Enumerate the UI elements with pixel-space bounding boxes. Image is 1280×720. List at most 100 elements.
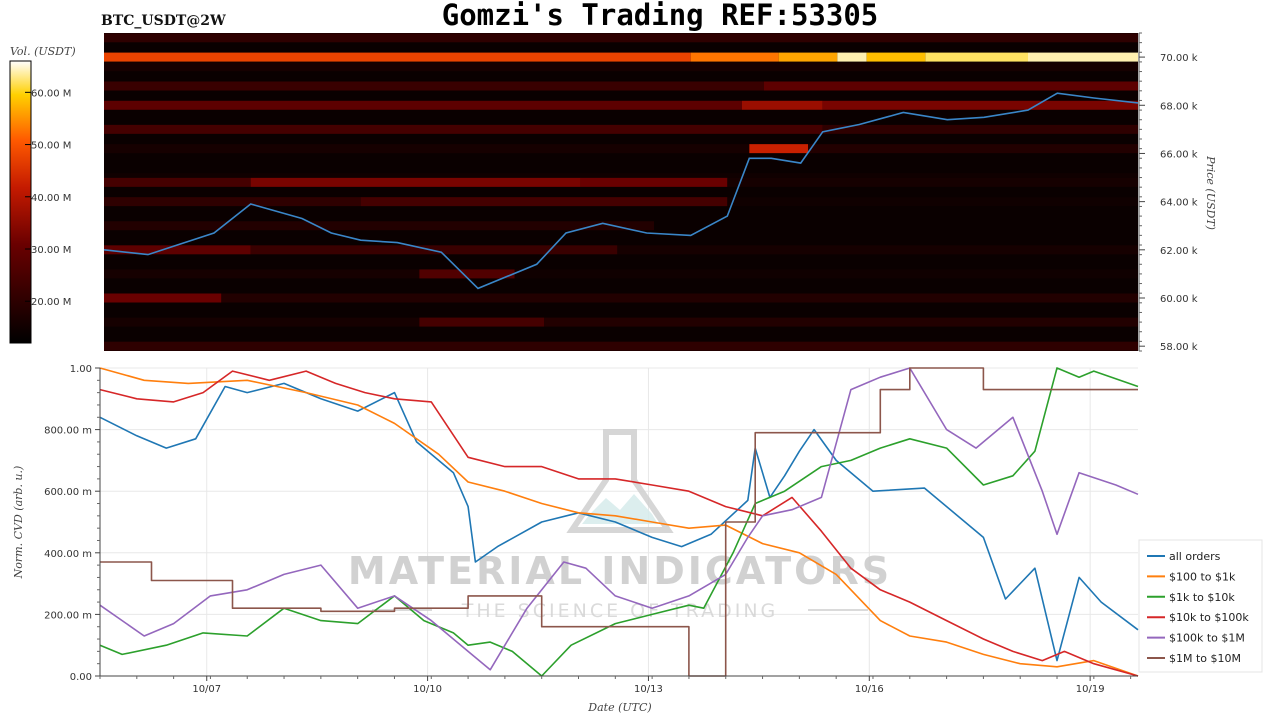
colorbar-tick-label: 60.00 M	[31, 88, 71, 99]
cvd-x-axis-title: Date (UTC)	[587, 701, 651, 714]
price-tick-label: 68.00 k	[1160, 101, 1198, 112]
heatmap-band-2-5	[925, 52, 1028, 62]
heatmap-band-2-0	[104, 52, 691, 62]
cvd-y-axis-title: Norm. CVD (arb. u.)	[12, 466, 25, 580]
heatmap-band-10-1	[360, 197, 728, 207]
heatmap-band-2-2	[778, 52, 838, 62]
heatmap-band-15-1	[419, 317, 544, 327]
heatmap-band-6-0	[104, 124, 823, 134]
cvd-y-tick-label: 1.00	[70, 364, 92, 375]
heatmap-band-12-0	[104, 245, 251, 255]
price-tick-label: 70.00 k	[1160, 53, 1198, 64]
cvd-x-tick-label: 10/13	[634, 684, 663, 695]
flask-icon	[566, 429, 674, 533]
cvd-x-tick-label: 10/10	[413, 684, 442, 695]
heatmap-band-14-0	[104, 293, 222, 303]
legend-label-5: $1M to $10M	[1169, 652, 1241, 665]
cvd-y-tick-label: 600.00 m	[44, 487, 92, 498]
heatmap-band-2-3	[837, 52, 867, 62]
heatmap-band-9-2	[580, 177, 728, 187]
heatmap-band-5-0	[104, 100, 742, 110]
colorbar-ticks: 20.00 M 30.00 M 40.00 M 50.00 M 60.00 M	[25, 88, 71, 308]
cvd-series-line-1	[99, 367, 1139, 677]
heatmap-background	[104, 33, 1138, 351]
heatmap-band-5-1	[742, 100, 823, 110]
cvd-series-line-4	[99, 367, 1139, 671]
legend-label-4: $100k to $1M	[1169, 632, 1245, 645]
colorbar-tick-label: 50.00 M	[31, 141, 71, 152]
heatmap-band-2-4	[866, 52, 926, 62]
heatmap-band-13-0	[104, 269, 420, 279]
cvd-y-axis: 0.00 200.00 m 400.00 m 600.00 m 800.00 m 1.00	[44, 364, 101, 683]
heatmap-band-16-0	[104, 341, 1138, 351]
cvd-series-line-0	[99, 382, 1139, 662]
heatmap-bands	[104, 33, 1139, 351]
legend-label-0: all orders	[1169, 550, 1221, 563]
heatmap-band-15-0	[104, 317, 420, 327]
heatmap-band-4-1	[764, 81, 1138, 91]
watermark-main: MATERIAL INDICATORS	[348, 549, 892, 593]
heatmap-band-11-0	[104, 221, 654, 231]
heatmap-band-14-1	[221, 293, 1139, 303]
heatmap-band-0-0	[104, 33, 1138, 43]
cvd-series-line-3	[99, 370, 1139, 677]
cvd-x-tick-label: 10/07	[192, 684, 221, 695]
price-tick-label: 62.00 k	[1160, 246, 1198, 257]
price-axis-title: Price (USDT)	[1204, 155, 1217, 230]
price-tick-label: 64.00 k	[1160, 198, 1198, 209]
heatmap-band-15-2	[544, 317, 1138, 327]
flask-liquid-icon	[582, 494, 658, 524]
colorbar-title: Vol. (USDT)	[10, 45, 76, 58]
chart-main-title: Gomzi's Trading REF:53305	[442, 0, 879, 32]
cvd-y-tick-label: 400.00 m	[44, 549, 92, 560]
colorbar	[9, 60, 32, 344]
cvd-x-tick-label: 10/19	[1076, 684, 1105, 695]
heatmap-band-2-6	[1028, 52, 1138, 62]
legend-box	[1138, 539, 1263, 673]
heatmap-band-10-0	[104, 197, 361, 207]
price-line	[103, 92, 1139, 290]
heatmap-band-7-1	[749, 144, 808, 154]
cvd-series-line-2	[99, 367, 1139, 677]
price-axis: 58.00 k 60.00 k 62.00 k 64.00 k 66.00 k 68.00…	[1138, 32, 1198, 353]
legend: all orders $100 to $1k $1k to $10k $10k to …	[1138, 539, 1263, 673]
heatmap-band-3-0	[104, 62, 1138, 72]
legend-label-2: $1k to $10k	[1169, 591, 1235, 604]
heatmap-band-11-1	[654, 221, 1138, 231]
cvd-panel: MATERIAL INDICATORS THE SCIENCE OF TRADI…	[99, 367, 1139, 677]
colorbar-tick-label: 20.00 M	[31, 297, 71, 308]
legend-label-3: $10k to $100k	[1169, 611, 1249, 624]
heatmap-band-6-1	[822, 124, 1138, 134]
heatmap-band-7-2	[808, 144, 1138, 154]
colorbar-tick-label: 40.00 M	[31, 193, 71, 204]
heatmap-band-10-2	[727, 197, 1138, 207]
price-tick-label: 66.00 k	[1160, 149, 1198, 160]
cvd-series	[99, 367, 1139, 677]
heatmap-band-12-2	[617, 245, 1138, 255]
heatmap-band-4-0	[104, 81, 764, 91]
cvd-y-tick-label: 800.00 m	[44, 426, 92, 437]
cvd-y-tick-label: 0.00	[70, 672, 92, 683]
heatmap-band-8-0	[104, 173, 1138, 183]
watermark-sub: THE SCIENCE OF TRADING	[461, 600, 779, 622]
heatmap-band-5-2	[822, 100, 1138, 110]
watermark: MATERIAL INDICATORS THE SCIENCE OF TRADI…	[348, 429, 892, 622]
cvd-x-tick-label: 10/16	[855, 684, 884, 695]
cvd-x-axis: 10/07 10/10 10/13 10/16 10/19	[99, 675, 1138, 695]
heatmap-band-7-0	[104, 144, 750, 154]
heatmap-band-9-0	[104, 177, 251, 187]
heatmap-band-1-0	[104, 42, 1138, 52]
cvd-y-tick-label: 200.00 m	[44, 610, 92, 621]
heatmap-band-13-1	[419, 269, 515, 279]
price-tick-label: 58.00 k	[1160, 342, 1198, 353]
heatmap-band-9-3	[727, 177, 1138, 187]
heatmap-panel	[103, 33, 1139, 351]
heatmap-band-13-2	[514, 269, 1138, 279]
colorbar-tick-label: 30.00 M	[31, 245, 71, 256]
heatmap-band-9-1	[250, 177, 581, 187]
heatmap-band-2-1	[690, 52, 779, 62]
legend-label-1: $100 to $1k	[1169, 570, 1236, 583]
price-tick-label: 60.00 k	[1160, 294, 1198, 305]
pair-label: BTC_USDT@2W	[101, 13, 226, 29]
